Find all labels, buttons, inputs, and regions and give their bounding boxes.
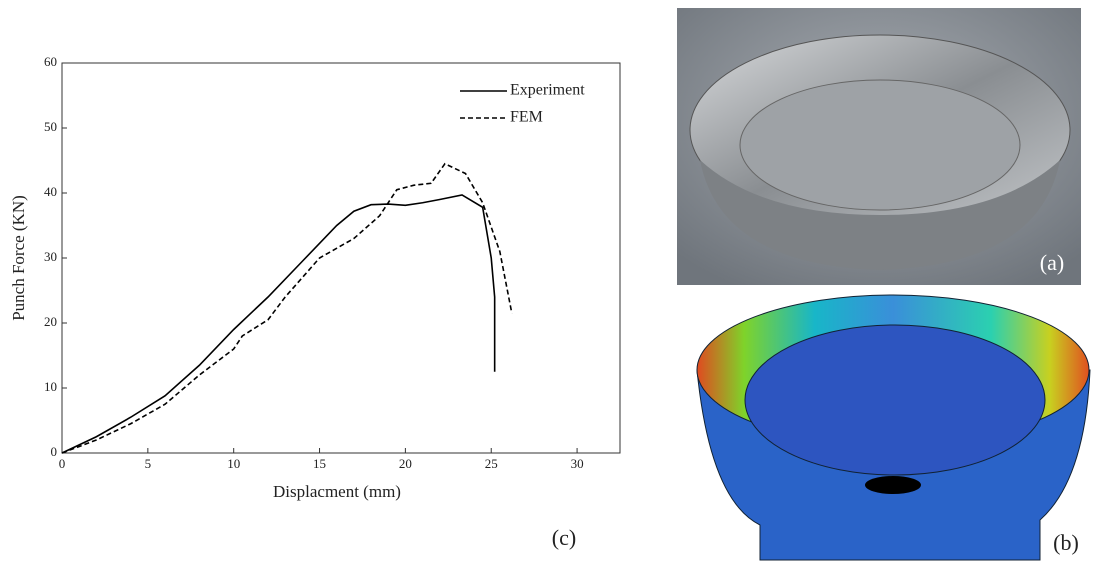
x-tick-label: 10 [227, 456, 240, 471]
x-tick-label: 5 [145, 456, 152, 471]
x-tick-label: 25 [485, 456, 498, 471]
bowl-inner [739, 79, 1021, 211]
x-tick-label: 30 [571, 456, 584, 471]
y-tick-label: 20 [44, 314, 57, 329]
fem-panel: (b) [696, 294, 1091, 561]
y-tick-label: 60 [44, 54, 57, 69]
panel-label: (b) [1053, 530, 1079, 555]
y-tick-label: 50 [44, 119, 57, 134]
line-series [61, 162, 513, 454]
bowl-body [700, 160, 1060, 270]
line-series [61, 194, 496, 454]
y-tick-label: 30 [44, 249, 57, 264]
legend-label: FEM [510, 109, 543, 126]
y-tick-label: 0 [51, 444, 58, 459]
photo-panel: (a) [677, 8, 1081, 285]
x-axis-title: Displacment (mm) [273, 482, 401, 501]
fem-inner [744, 324, 1046, 476]
y-axis-title: Punch Force (KN) [9, 195, 28, 321]
panel-label: (a) [1040, 250, 1064, 275]
legend-label: Experiment [510, 82, 585, 99]
x-tick-label: 0 [59, 456, 66, 471]
fem-center [865, 476, 921, 494]
x-tick-label: 15 [313, 456, 326, 471]
panel-label: (c) [552, 525, 576, 550]
y-tick-label: 10 [44, 379, 57, 394]
y-tick-label: 40 [44, 184, 57, 199]
x-tick-label: 20 [399, 456, 412, 471]
